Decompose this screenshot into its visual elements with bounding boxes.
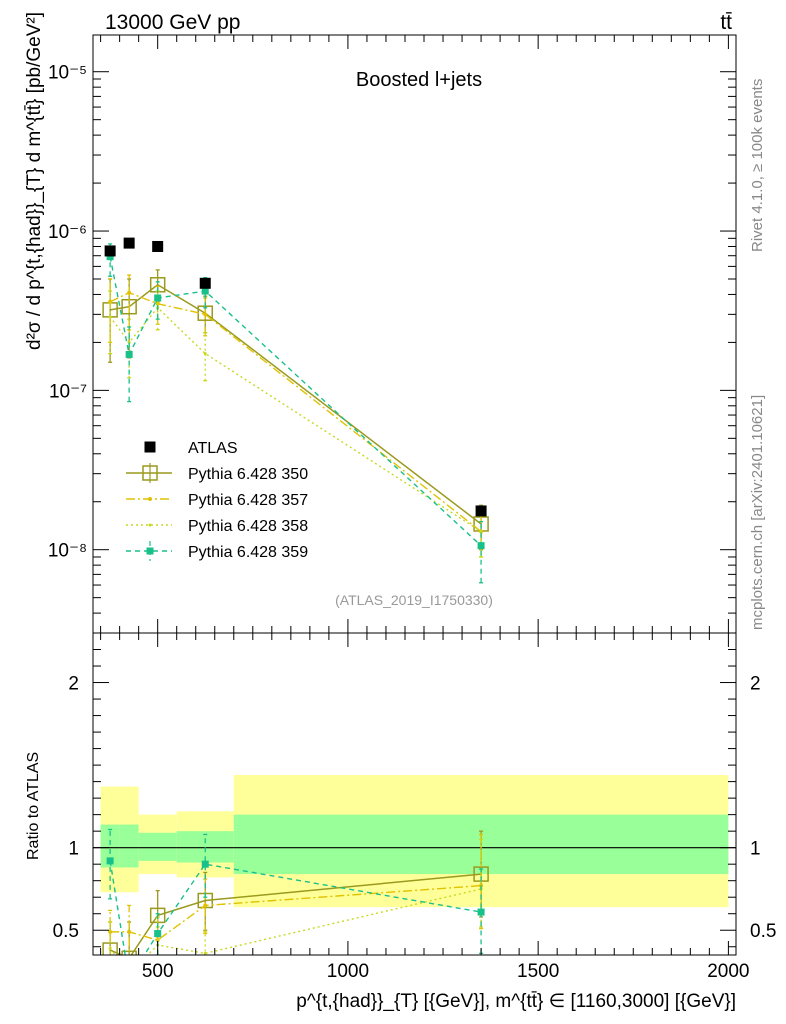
main-y-axis-label: d²σ / d p^{t,{had}}_{T} d m^{tt̄} [pb/Ge… bbox=[24, 12, 45, 350]
atlas-data-point bbox=[475, 505, 487, 517]
ratio-pythia-6-428-359-point bbox=[126, 976, 133, 983]
x-tick-label: 1000 bbox=[327, 961, 369, 982]
legend-entry-label: Pythia 6.428 350 bbox=[188, 466, 308, 483]
legend-marker bbox=[148, 497, 152, 501]
ratio-pythia-6-428-357-point bbox=[127, 929, 132, 934]
legend-entry-label: Pythia 6.428 357 bbox=[188, 492, 308, 509]
chart-title: Boosted l+jets bbox=[356, 69, 482, 91]
ratio-panel: 0.5 0.5 1 1 2 2 500 1000 1500 2000 Ratio to ATLAS… bbox=[25, 632, 776, 1012]
atlas-data-point bbox=[104, 245, 116, 257]
uncertainty-band-inner bbox=[119, 824, 139, 868]
legend-marker bbox=[146, 547, 154, 555]
ratio-pythia-6-428-358-point bbox=[128, 972, 131, 975]
legend-marker bbox=[142, 465, 158, 481]
ratio-y-tick-label-right: 2 bbox=[750, 674, 761, 695]
ratio-pythia-6-428-357-line bbox=[110, 884, 482, 941]
ratio-pythia-6-428-359-point bbox=[154, 930, 162, 938]
main-pythia-6-428-358-point bbox=[108, 315, 112, 319]
header-process-label: tt̄ bbox=[720, 11, 732, 34]
main-y-tick-label: 10⁻⁸ bbox=[48, 541, 87, 562]
x-tick-label: 2000 bbox=[707, 961, 749, 982]
main-y-tick-label: 10⁻⁵ bbox=[48, 63, 87, 84]
uncertainty-band-inner bbox=[100, 824, 120, 868]
analysis-watermark: (ATLAS_2019_I1750330) bbox=[335, 592, 493, 608]
legend-entry-label: Pythia 6.428 359 bbox=[188, 544, 308, 561]
main-pythia-6-428-359-point bbox=[477, 542, 485, 550]
ratio-y-tick-label-right: 0.5 bbox=[750, 921, 776, 942]
main-pythia-6-428-359-point bbox=[125, 350, 133, 358]
main-pythia-6-428-357-point bbox=[203, 312, 208, 317]
main-y-tick-label: 10⁻⁶ bbox=[48, 222, 87, 243]
ratio-pythia-6-428-357-point bbox=[203, 903, 208, 908]
atlas-data-point bbox=[123, 237, 135, 249]
ratio-pythia-6-428-350-point bbox=[121, 950, 137, 955]
main-pythia-6-428-359-point bbox=[201, 287, 209, 295]
header-energy-label: 13000 GeV pp bbox=[105, 11, 240, 34]
legend-atlas-marker bbox=[144, 441, 156, 453]
atlas-data-point bbox=[199, 277, 211, 289]
legend-entry-label: ATLAS bbox=[188, 440, 238, 457]
atlas-data-point bbox=[152, 240, 164, 252]
main-y-tick-label: 10⁻⁷ bbox=[49, 381, 87, 402]
ratio-pythia-6-428-359-point bbox=[477, 908, 485, 916]
main-pythia-6-428-359-point bbox=[154, 294, 162, 302]
ratio-pythia-6-428-359-point bbox=[201, 860, 209, 868]
legend-marker bbox=[148, 523, 152, 527]
mcplots-label: mcplots.cern.ch [arXiv:2401.10621] bbox=[749, 395, 766, 630]
main-panel: 10⁻⁸ 10⁻⁷ 10⁻⁶ 10⁻⁵ Boosted l+jets (ATLAS_2… bbox=[24, 12, 737, 634]
ratio-pythia-6-428-358-point bbox=[203, 951, 207, 955]
legend: ATLAS Pythia 6.428 350 Pythia 6.428 357 Pyt… bbox=[126, 440, 308, 561]
ratio-panel-frame bbox=[92, 632, 737, 956]
main-pythia-6-428-358-point bbox=[203, 352, 207, 356]
uncertainty-band-inner bbox=[138, 832, 177, 861]
ratio-y-tick-label-left: 1 bbox=[68, 839, 79, 860]
ratio-y-axis-label: Ratio to ATLAS bbox=[25, 752, 42, 860]
main-pythia-6-428-357-point bbox=[127, 290, 132, 295]
x-tick-label: 500 bbox=[142, 961, 174, 982]
ratio-pythia-6-428-358-point bbox=[108, 946, 112, 950]
ratio-y-tick-label-left: 2 bbox=[68, 674, 79, 695]
ratio-pythia-6-428-359-point bbox=[106, 857, 114, 865]
x-tick-label: 1500 bbox=[517, 961, 559, 982]
main-pythia-6-428-358-point bbox=[127, 340, 131, 344]
legend-entry-label: Pythia 6.428 358 bbox=[188, 518, 308, 535]
x-axis-label: p^{t,{had}}_{T} [{GeV}], m^{tt̄} ∈ [1160… bbox=[296, 991, 736, 1012]
main-pythia-6-428-358-point bbox=[479, 530, 483, 534]
main-pythia-6-428-359-point bbox=[106, 253, 114, 261]
ratio-y-tick-label-left: 0.5 bbox=[53, 921, 79, 942]
ratio-y-tick-label-right: 1 bbox=[750, 839, 761, 860]
rivet-label: Rivet 4.1.0, ≥ 100k events bbox=[749, 79, 766, 252]
